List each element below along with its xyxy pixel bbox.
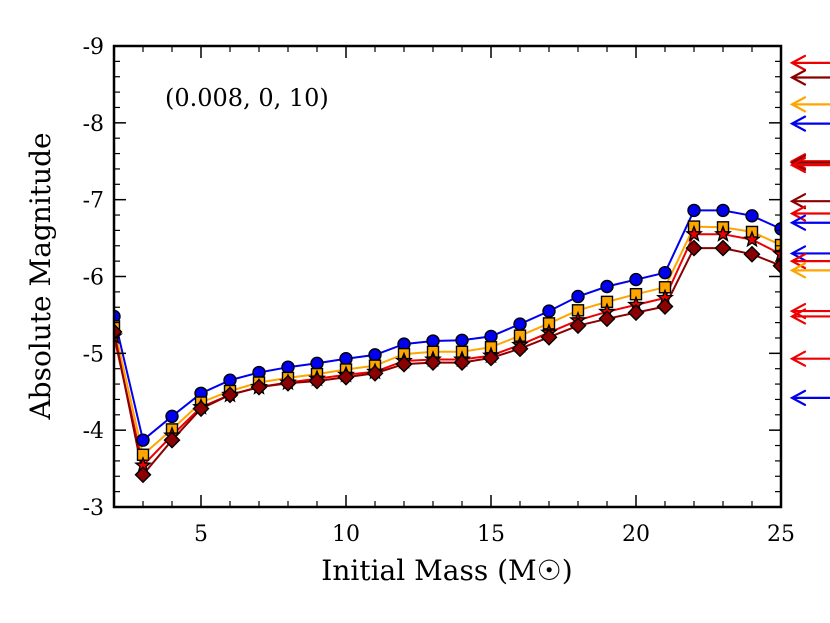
data-point-darkred-diamond xyxy=(743,245,761,263)
data-point-blue-circle xyxy=(136,433,150,447)
data-point-blue-circle xyxy=(339,352,353,366)
data-point-darkred-diamond xyxy=(569,317,587,335)
data-point-blue-circle xyxy=(774,222,781,236)
data-point-darkred-diamond xyxy=(337,368,355,386)
data-point-blue-circle xyxy=(600,279,614,294)
data-point-blue-circle xyxy=(716,203,730,218)
reference-arrow xyxy=(789,214,830,231)
x-tick-label: 15 xyxy=(477,522,505,547)
data-point-blue-circle xyxy=(426,334,440,348)
reference-arrow xyxy=(789,350,830,367)
data-point-darkred-diamond xyxy=(250,378,268,396)
data-point-darkred-diamond xyxy=(598,310,616,328)
plot-frame xyxy=(112,44,783,509)
reference-arrow-head xyxy=(789,245,807,262)
data-point-blue-circle xyxy=(281,360,295,374)
data-point-darkred-diamond xyxy=(279,374,297,392)
data-point-darkred-diamond xyxy=(308,372,326,390)
reference-arrow-head xyxy=(789,156,807,174)
reference-arrow xyxy=(789,156,830,174)
data-point-darkred-diamond xyxy=(192,400,210,418)
x-tick-label: 5 xyxy=(194,522,208,547)
reference-arrow xyxy=(789,154,830,171)
y-tick-label: -6 xyxy=(83,266,104,291)
reference-arrow xyxy=(789,69,830,86)
reference-arrow xyxy=(789,262,830,279)
series-line-red-star xyxy=(114,233,781,468)
data-point-darkred-diamond xyxy=(540,328,558,346)
reference-arrow-head xyxy=(789,154,807,171)
y-tick-label: -4 xyxy=(83,419,104,444)
data-point-darkred-diamond xyxy=(511,340,529,358)
data-point-darkred-diamond xyxy=(772,257,781,275)
data-point-darkred-diamond xyxy=(395,355,413,373)
reference-arrow xyxy=(789,389,830,406)
data-point-darkred-diamond xyxy=(627,304,645,322)
reference-arrow xyxy=(789,205,830,222)
x-tick-label: 10 xyxy=(332,522,360,547)
data-point-blue-circle xyxy=(165,409,179,424)
reference-arrow xyxy=(789,193,830,210)
data-point-blue-circle xyxy=(368,348,382,362)
data-point-blue-circle xyxy=(114,309,121,324)
data-point-blue-circle xyxy=(455,333,469,347)
reference-arrow-head xyxy=(789,54,807,72)
data-point-orange-square xyxy=(774,238,781,252)
data-point-darkred-diamond xyxy=(424,354,442,372)
reference-arrow xyxy=(789,308,830,325)
y-tick-label: -8 xyxy=(83,112,104,137)
data-point-red-star xyxy=(772,244,781,262)
reference-arrow xyxy=(789,96,830,113)
data-point-darkred-diamond xyxy=(453,354,471,372)
data-point-blue-circle xyxy=(571,289,585,304)
reference-arrow-head xyxy=(789,214,807,231)
data-point-blue-circle xyxy=(658,265,672,280)
data-point-red-star xyxy=(743,230,761,248)
y-tick-label: -9 xyxy=(83,35,104,60)
reference-arrow-head xyxy=(789,115,807,132)
x-tick-label: 25 xyxy=(767,522,795,547)
data-point-darkred-diamond xyxy=(714,239,732,257)
reference-arrows xyxy=(789,54,830,406)
model-annotation: (0.008, 0, 10) xyxy=(165,84,329,112)
data-point-blue-circle xyxy=(223,373,237,387)
y-tick-label: -5 xyxy=(83,342,104,367)
data-point-darkred-diamond xyxy=(163,431,181,449)
series-layer xyxy=(114,203,781,484)
reference-arrow-head xyxy=(789,262,807,279)
data-point-darkred-diamond xyxy=(366,364,384,382)
y-axis-label: Absolute Magnitude xyxy=(24,132,57,420)
reference-arrow-head xyxy=(789,193,807,210)
data-point-blue-circle xyxy=(629,272,643,287)
x-tick-label: 20 xyxy=(622,522,650,547)
y-tick-label: -7 xyxy=(83,189,104,214)
data-point-red-star xyxy=(714,224,732,242)
series-line-blue-circle xyxy=(114,209,781,442)
data-point-blue-circle xyxy=(310,356,324,371)
y-tick-label: -3 xyxy=(83,496,104,521)
series-line-darkred-diamond xyxy=(114,247,781,477)
reference-arrow-head xyxy=(789,389,807,406)
reference-arrow xyxy=(789,245,830,262)
reference-arrow xyxy=(789,54,830,72)
data-point-blue-circle xyxy=(687,203,701,218)
reference-arrow-head xyxy=(789,308,807,325)
data-point-darkred-diamond xyxy=(114,323,123,341)
data-point-darkred-diamond xyxy=(656,297,674,315)
data-point-blue-circle xyxy=(484,329,498,344)
data-point-darkred-diamond xyxy=(685,239,703,257)
data-point-darkred-diamond xyxy=(482,349,500,367)
reference-arrow xyxy=(789,115,830,132)
x-axis-label: Initial Mass (M☉) xyxy=(321,554,572,587)
reference-arrow-head xyxy=(789,350,807,367)
data-point-blue-circle xyxy=(542,304,556,318)
data-point-darkred-diamond xyxy=(221,386,239,404)
data-point-blue-circle xyxy=(745,209,759,223)
data-point-blue-circle xyxy=(513,317,527,331)
data-point-darkred-diamond xyxy=(134,466,152,484)
reference-arrow-head xyxy=(789,69,807,86)
reference-arrow-head xyxy=(789,96,807,113)
data-point-red-star xyxy=(685,224,703,242)
